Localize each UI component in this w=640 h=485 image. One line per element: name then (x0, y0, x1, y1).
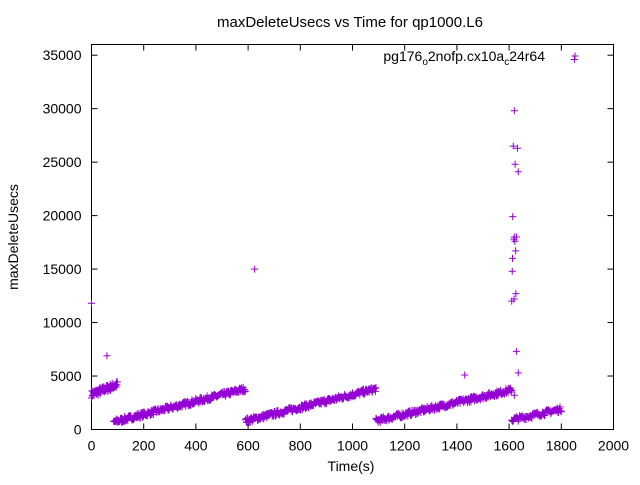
data-point (149, 411, 157, 419)
data-point (103, 352, 111, 360)
y-tick-label: 30000 (43, 101, 82, 117)
data-point (241, 387, 249, 395)
x-tick-label: 600 (236, 438, 260, 454)
data-point (436, 405, 444, 413)
data-point (570, 55, 578, 63)
data-point (178, 403, 186, 411)
legend-label-part: 24r64 (509, 48, 545, 64)
data-points (88, 55, 578, 427)
y-tick-label: 35000 (43, 47, 82, 63)
x-axis: 0 200 400 600 800 1000 1200 1400 1600 1800 2000 (88, 44, 629, 454)
data-point (512, 247, 520, 255)
data-point (221, 392, 229, 400)
y-tick-label: 5000 (50, 368, 81, 384)
data-point (184, 397, 192, 405)
x-tick-label: 1800 (546, 438, 577, 454)
data-point (508, 387, 516, 395)
y-tick-label: 10000 (43, 315, 82, 331)
x-axis-label: Time(s) (328, 458, 375, 474)
data-point (541, 411, 549, 419)
data-point (322, 400, 330, 408)
data-point (510, 391, 518, 399)
data-point (371, 387, 379, 395)
data-point (113, 378, 121, 386)
plot-frame (91, 44, 614, 430)
x-tick-label: 1200 (389, 438, 420, 454)
data-point (508, 254, 516, 262)
y-tick-label: 0 (74, 422, 82, 438)
data-point (557, 407, 565, 415)
x-tick-label: 1000 (337, 438, 368, 454)
data-point (504, 389, 512, 397)
data-point (88, 299, 95, 307)
data-point (512, 347, 520, 355)
x-tick-label: 800 (289, 438, 313, 454)
legend-marker (571, 52, 579, 60)
data-point (305, 403, 313, 411)
data-point (510, 107, 518, 115)
legend: pg176o2nofp.cx10ac24r64 (383, 48, 579, 68)
x-tick-label: 0 (88, 438, 96, 454)
y-tick-label: 20000 (43, 208, 82, 224)
data-point (511, 160, 519, 168)
data-point (493, 392, 501, 400)
data-point (510, 295, 518, 303)
data-point (513, 144, 521, 152)
data-point (556, 403, 564, 411)
legend-label-subscript: c (504, 57, 509, 68)
data-point (571, 52, 579, 60)
y-axis-label: maxDeleteUsecs (5, 184, 21, 290)
data-point (368, 388, 376, 396)
data-point (514, 369, 522, 377)
y-axis: 0 5000 10000 15000 20000 25000 30000 35000 (43, 47, 614, 438)
legend-label: pg176o2nofp.cx10ac24r64 (383, 48, 545, 68)
x-tick-label: 2000 (598, 438, 629, 454)
data-point (146, 411, 154, 419)
data-point (509, 142, 517, 150)
x-tick-label: 1400 (441, 438, 472, 454)
y-tick-label: 15000 (43, 261, 82, 277)
data-point (483, 394, 491, 402)
data-point (467, 398, 475, 406)
data-point (507, 388, 515, 396)
chart-title: maxDeleteUsecs vs Time for qp1000.L6 (217, 14, 483, 31)
data-point (251, 265, 259, 273)
data-point (512, 233, 520, 241)
x-tick-label: 200 (132, 438, 156, 454)
data-point (372, 384, 380, 392)
legend-label-part: pg176 (383, 48, 422, 64)
y-tick-label: 25000 (43, 154, 82, 170)
data-point (461, 371, 469, 379)
data-point (509, 213, 517, 221)
legend-label-part: 2nofp.cx10a (428, 48, 504, 64)
x-tick-label: 400 (184, 438, 208, 454)
data-point (557, 408, 565, 416)
data-point (512, 290, 520, 298)
data-point (508, 267, 516, 275)
data-point (514, 168, 522, 176)
x-tick-label: 1600 (494, 438, 525, 454)
data-point (511, 237, 519, 245)
data-point (528, 414, 536, 422)
legend-label-subscript: o (422, 57, 428, 68)
